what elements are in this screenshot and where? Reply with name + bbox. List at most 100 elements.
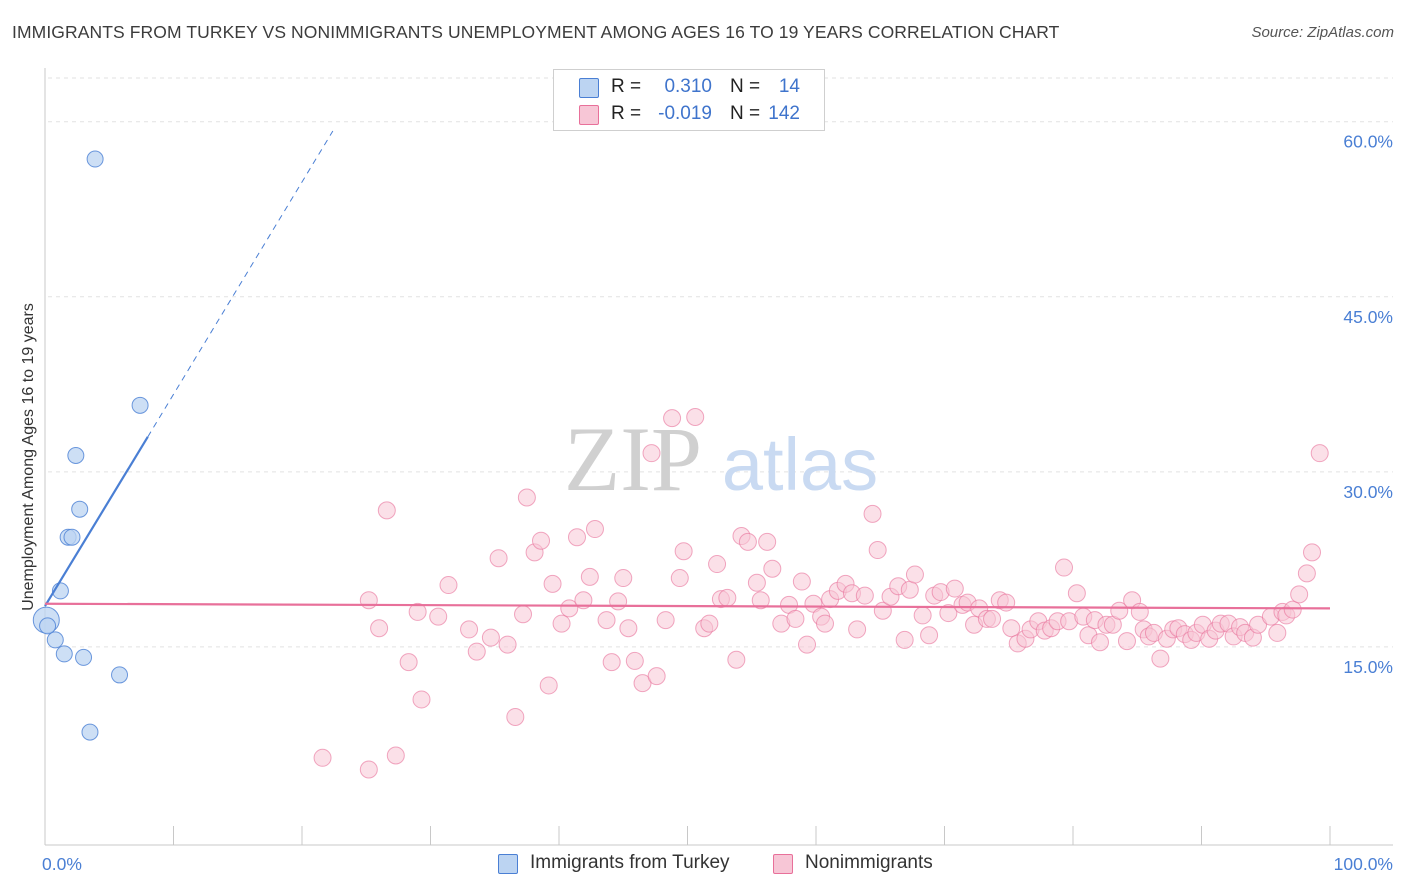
nonimmigrant-point [747, 573, 766, 592]
nonimmigrant-point [656, 611, 675, 630]
nonimmigrant-point [489, 549, 508, 568]
nonimmigrant-point [708, 555, 727, 574]
chart-source: Source: ZipAtlas.com [1251, 24, 1394, 41]
nonimmigrant-point [514, 605, 533, 624]
trend-line-nonimmigrants [44, 602, 1331, 610]
nonimmigrant-point [895, 630, 914, 649]
nonimmigrant-point [377, 501, 396, 520]
nonimmigrant-point [1067, 584, 1086, 603]
nonimmigrant-point [625, 651, 644, 670]
immigrant-turkey-point [46, 631, 64, 649]
watermark-zip: ZIP [564, 408, 702, 510]
y-tick-label: 30.0% [1343, 482, 1393, 502]
nonimmigrant-point [532, 531, 551, 550]
nonimmigrant-point [1290, 585, 1309, 604]
nonimmigrant-point [614, 569, 633, 588]
legend-r-label: R = [611, 103, 642, 124]
nonimmigrant-point [1249, 615, 1268, 634]
nonimmigrant-point [686, 407, 705, 426]
nonimmigrant-point [539, 676, 558, 695]
immigrant-turkey-point [55, 645, 73, 663]
immigrant-turkey-point [63, 528, 81, 546]
series-immigrants-turkey-points [32, 150, 149, 741]
legend-n-value: 142 [768, 103, 800, 124]
x-tick-labels: 0.0% 100.0% [42, 854, 1393, 874]
nonimmigrant-point [585, 520, 604, 539]
nonimmigrant-point [498, 635, 517, 654]
nonimmigrant-point [855, 586, 874, 605]
nonimmigrant-point [913, 606, 932, 625]
nonimmigrant-point [700, 614, 719, 633]
nonimmigrant-point [1297, 564, 1316, 583]
nonimmigrant-point [945, 579, 964, 598]
nonimmigrant-point [1130, 602, 1149, 621]
nonimmigrant-point [517, 488, 536, 507]
nonimmigrant-point [359, 591, 378, 610]
immigrant-turkey-point [39, 617, 57, 635]
nonimmigrant-point [900, 580, 919, 599]
nonimmigrant-point [751, 591, 770, 610]
nonimmigrant-point [727, 650, 746, 669]
nonimmigrant-point [506, 707, 525, 726]
nonimmigrant-point [560, 599, 579, 618]
nonimmigrant-point [313, 748, 332, 767]
nonimmigrant-point [412, 690, 431, 709]
nonimmigrant-point [647, 667, 666, 686]
bottom-legend-swatch-nonimmigrants [773, 854, 793, 874]
nonimmigrant-point [408, 602, 427, 621]
trend-line-immigrants-extension [147, 130, 334, 438]
nonimmigrant-point [386, 746, 405, 765]
y-tick-label: 45.0% [1343, 307, 1393, 327]
correlation-legend: R = 0.310 N = 14 R = -0.019 N = 142 [553, 69, 825, 131]
y-tick-label: 60.0% [1343, 132, 1393, 152]
legend-n-value: 14 [778, 76, 800, 97]
nonimmigrant-point [543, 574, 562, 593]
chart-title: IMMIGRANTS FROM TURKEY VS NONIMMIGRANTS … [12, 22, 1060, 42]
x-tick-label: 0.0% [42, 854, 82, 874]
nonimmigrant-point [798, 635, 817, 654]
nonimmigrant-point [718, 588, 737, 607]
nonimmigrant-point [642, 444, 661, 463]
nonimmigrant-point [1303, 543, 1322, 562]
legend-swatch-immigrants [579, 78, 599, 98]
watermark-atlas: atlas [722, 423, 878, 506]
bottom-legend-swatch-immigrants [498, 854, 518, 874]
nonimmigrant-point [439, 576, 458, 595]
immigrant-turkey-point [81, 723, 99, 741]
immigrant-turkey-point [67, 447, 85, 465]
nonimmigrant-point [815, 614, 834, 633]
nonimmigrant-point [370, 619, 389, 638]
nonimmigrant-point [619, 619, 638, 638]
nonimmigrant-point [1110, 601, 1129, 620]
series-nonimmigrants-points [313, 407, 1329, 779]
nonimmigrant-point [663, 409, 682, 428]
nonimmigrant-point [792, 572, 811, 591]
x-tick-label: 100.0% [1334, 854, 1393, 874]
nonimmigrant-point [429, 607, 448, 626]
trend-lines [44, 130, 1331, 610]
nonimmigrant-point [399, 653, 418, 672]
nonimmigrant-point [1117, 632, 1136, 651]
nonimmigrant-point [1268, 623, 1287, 642]
nonimmigrant-point [574, 591, 593, 610]
nonimmigrant-point [939, 604, 958, 623]
legend-swatch-nonimmigrants [579, 105, 599, 125]
nonimmigrant-point [1151, 649, 1170, 668]
nonimmigrant-point [786, 609, 805, 628]
nonimmigrant-point [359, 760, 378, 779]
nonimmigrant-point [868, 541, 887, 560]
nonimmigrant-point [460, 620, 479, 639]
immigrant-turkey-point [131, 396, 149, 414]
nonimmigrant-point [758, 532, 777, 551]
legend-r-value: -0.019 [658, 103, 712, 124]
nonimmigrant-point [905, 565, 924, 584]
immigrant-turkey-point [71, 500, 89, 518]
nonimmigrant-point [1310, 444, 1329, 463]
nonimmigrant-point [597, 611, 616, 630]
y-axis-label: Unemployment Among Ages 16 to 19 years [20, 303, 37, 611]
bottom-legend-label-immigrants: Immigrants from Turkey [530, 852, 730, 873]
trend-line-immigrants [44, 436, 149, 607]
nonimmigrant-point [670, 569, 689, 588]
bottom-legend-label-nonimmigrants: Nonimmigrants [805, 852, 933, 873]
